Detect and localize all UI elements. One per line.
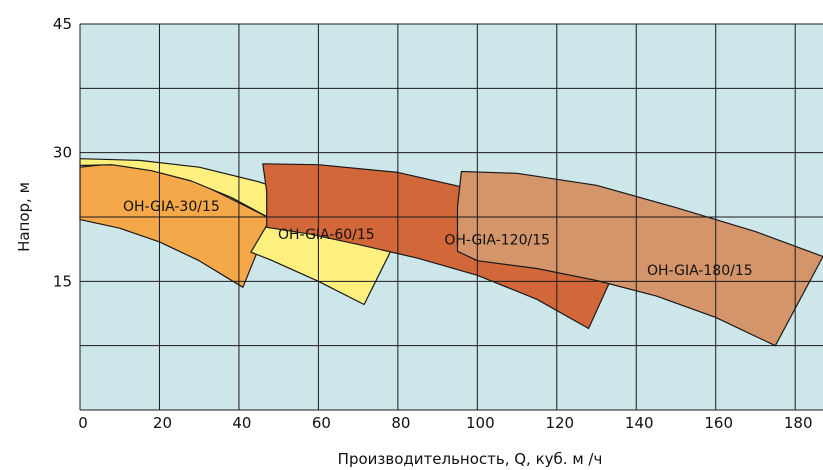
region-label-oh-gia-120-15: OH-GIA-120/15 <box>444 232 550 248</box>
x-tick-label: 40 <box>232 414 251 432</box>
region-label-oh-gia-180-15: OH-GIA-180/15 <box>647 263 753 279</box>
grid-layer <box>79 23 823 411</box>
region-oh-gia-60-15 <box>79 158 403 306</box>
x-tick-label: 120 <box>545 414 574 432</box>
tick-labels-layer: 0 20 40 60 80 100 120 140 160 180 15 30 45 <box>53 15 813 432</box>
x-tick-label: 140 <box>625 414 654 432</box>
y-tick-label: 15 <box>53 272 72 290</box>
regions-layer <box>79 158 823 347</box>
x-axis-label: Производительность, Q, куб. м /ч <box>338 450 603 468</box>
region-label-oh-gia-30-15: OH-GIA-30/15 <box>123 199 220 215</box>
region-label-oh-gia-60-15: OH-GIA-60/15 <box>278 227 375 243</box>
x-tick-label: 100 <box>466 414 495 432</box>
y-tick-label: 45 <box>53 15 72 33</box>
region-labels-layer: OH-GIA-30/15 OH-GIA-60/15 OH-GIA-120/15 OH-… <box>123 199 753 279</box>
x-tick-label: 0 <box>78 414 88 432</box>
y-tick-label: 30 <box>53 144 72 162</box>
y-axis-label: Напор, м <box>15 182 33 252</box>
x-tick-label: 160 <box>704 414 733 432</box>
x-tick-label: 20 <box>153 414 172 432</box>
x-tick-label: 60 <box>312 414 331 432</box>
x-tick-label: 80 <box>391 414 410 432</box>
x-tick-label: 180 <box>784 414 813 432</box>
region-oh-gia-120-15 <box>262 163 629 330</box>
